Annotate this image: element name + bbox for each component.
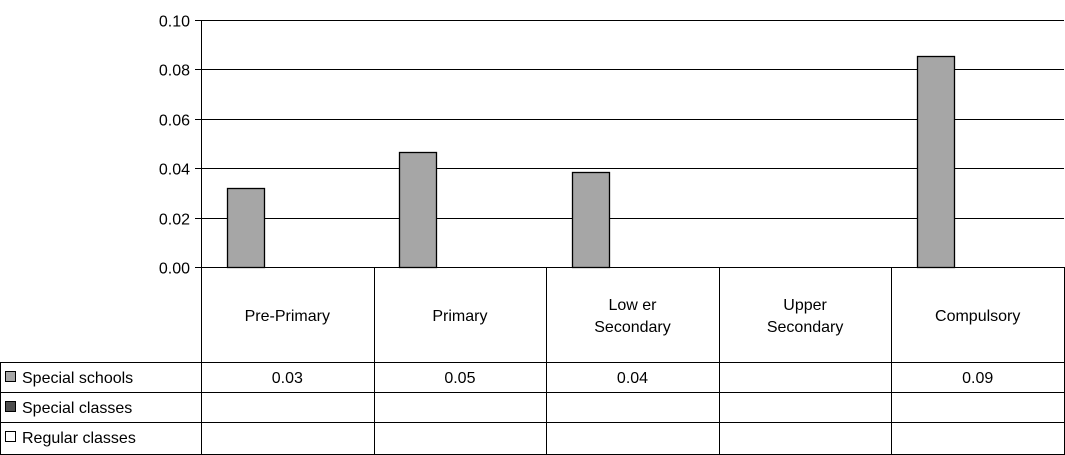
category-label: Secondary xyxy=(767,319,844,336)
legend-key xyxy=(5,371,16,382)
y-tick-label: 0.00 xyxy=(159,261,190,278)
y-tick-label: 0.10 xyxy=(159,14,190,31)
y-tick-label: 0.06 xyxy=(159,113,190,130)
category-label: Upper xyxy=(783,297,827,314)
series-name: Special classes xyxy=(22,400,132,417)
category-label: Primary xyxy=(432,308,487,325)
bar xyxy=(398,151,438,269)
data-table: Pre-Primary Primary Low er Secondary Upper Se… xyxy=(0,267,1065,455)
data-label: 0.05 xyxy=(444,370,475,387)
bar xyxy=(916,55,956,269)
y-tick-label: 0.08 xyxy=(159,63,190,80)
bar xyxy=(571,171,611,269)
series-name: Special schools xyxy=(22,370,133,387)
data-label: 0.09 xyxy=(962,370,993,387)
data-label: 0.03 xyxy=(272,370,303,387)
y-axis: 0.00 0.02 0.04 0.06 0.08 0.10 xyxy=(159,14,202,454)
data-label: 0.04 xyxy=(617,370,648,387)
legend-key xyxy=(5,401,16,412)
y-tick-label: 0.04 xyxy=(159,162,190,179)
y-tick-label: 0.02 xyxy=(159,212,190,229)
category-label: Compulsory xyxy=(935,308,1020,325)
category-label: Secondary xyxy=(594,319,671,336)
series-name: Regular classes xyxy=(22,430,136,447)
category-label: Pre-Primary xyxy=(245,308,330,325)
legend-key xyxy=(5,431,16,442)
bars xyxy=(226,55,956,269)
category-label: Low er xyxy=(608,297,657,314)
bar xyxy=(226,187,266,269)
